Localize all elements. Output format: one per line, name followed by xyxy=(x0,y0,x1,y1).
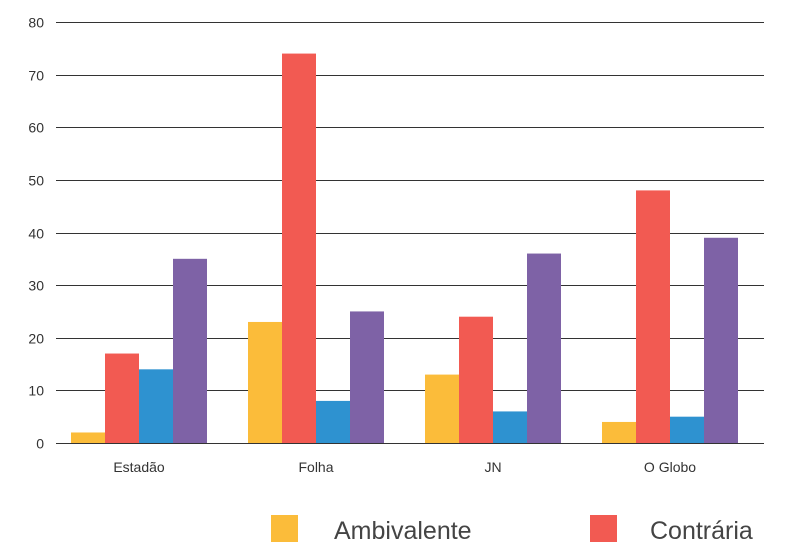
y-tick-label: 40 xyxy=(28,226,44,242)
y-tick-label: 60 xyxy=(28,120,44,136)
y-tick-label: 0 xyxy=(36,436,44,452)
legend-swatch xyxy=(271,515,298,542)
bar-contrária-1 xyxy=(105,353,139,443)
y-tick-label: 20 xyxy=(28,331,44,347)
bar-ambivalente-3 xyxy=(425,374,459,443)
bar-series-3-4 xyxy=(670,416,704,443)
x-category-label: JN xyxy=(484,459,501,475)
bar-series-3-2 xyxy=(316,400,350,443)
legend-swatch xyxy=(590,515,617,542)
legend-label: Contrária xyxy=(650,517,753,542)
bar-series-3-1 xyxy=(139,369,173,443)
legend: Ambivalente Contrária xyxy=(271,515,753,542)
y-tick-label: 80 xyxy=(28,15,44,31)
bar-series-4-4 xyxy=(704,237,738,443)
bar-ambivalente-1 xyxy=(71,432,105,443)
y-tick-label: 10 xyxy=(28,383,44,399)
x-category-label: O Globo xyxy=(644,459,696,475)
legend-label: Ambivalente xyxy=(334,517,472,542)
y-tick-label: 70 xyxy=(28,68,44,84)
x-category-label: Estadão xyxy=(113,459,165,475)
x-axis-categories: Estadão Folha JN O Globo xyxy=(113,459,696,475)
bar-series-3-3 xyxy=(493,411,527,443)
bar-series-4-2 xyxy=(350,311,384,443)
bar-series-4-1 xyxy=(173,258,207,443)
bars xyxy=(71,53,738,443)
y-tick-label: 30 xyxy=(28,278,44,294)
bar-ambivalente-4 xyxy=(602,421,636,443)
x-category-label: Folha xyxy=(298,459,333,475)
bar-contrária-4 xyxy=(636,190,670,443)
bar-contrária-3 xyxy=(459,316,493,443)
y-axis-ticks: 0 10 20 30 40 50 60 70 80 xyxy=(28,15,44,452)
bar-series-4-3 xyxy=(527,253,561,443)
bar-ambivalente-2 xyxy=(248,321,282,443)
bar-contrária-2 xyxy=(282,53,316,443)
y-tick-label: 50 xyxy=(28,173,44,189)
